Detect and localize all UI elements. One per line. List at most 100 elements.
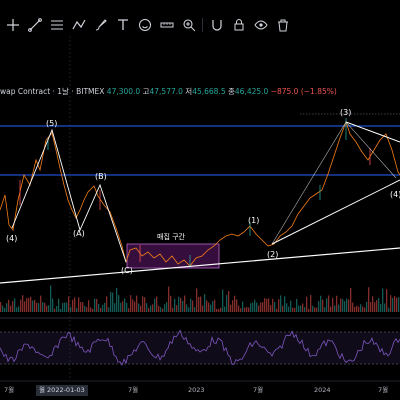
- volume-bar: [368, 287, 370, 312]
- cross-cursor-icon[interactable]: [2, 16, 24, 34]
- volume-bar: [296, 298, 298, 312]
- volume-bar: [86, 307, 88, 312]
- elliott-wave-left[interactable]: [11, 128, 127, 263]
- volume-bar: [264, 298, 266, 312]
- volume-bar: [312, 305, 314, 312]
- volume-bar: [258, 305, 260, 312]
- fib-tool-icon[interactable]: [46, 16, 68, 34]
- volume-bar: [82, 302, 84, 312]
- lock-icon[interactable]: [228, 16, 250, 34]
- volume-bar: [334, 305, 336, 312]
- wave-label-4-right: (4): [390, 190, 400, 199]
- volume-bar: [306, 296, 308, 312]
- volume-bar: [244, 307, 246, 312]
- zoom-icon[interactable]: [178, 16, 200, 34]
- volume-bar: [298, 305, 300, 312]
- volume-bar: [160, 307, 162, 312]
- volume-bar: [318, 301, 320, 312]
- volume-bar: [200, 296, 202, 312]
- volume-bar: [50, 285, 52, 312]
- text-tool-icon[interactable]: [112, 16, 134, 34]
- volume-bar: [208, 302, 210, 312]
- volume-histogram: [0, 285, 400, 312]
- volume-bar: [136, 295, 138, 312]
- volume-bar: [326, 298, 328, 312]
- volume-bar: [62, 302, 64, 312]
- symbol-legend[interactable]: wap Contract · 1날 · BITMEX 47,300.0 고47,…: [0, 86, 337, 98]
- volume-bar: [358, 306, 360, 312]
- emoji-icon[interactable]: [134, 16, 156, 34]
- volume-bar: [150, 305, 152, 312]
- volume-bar: [184, 295, 186, 312]
- volume-bar: [352, 302, 354, 312]
- volume-bar: [250, 303, 252, 312]
- accumulation-zone-label: 매집 구간: [157, 232, 186, 241]
- volume-bar: [18, 306, 20, 312]
- eye-icon[interactable]: [250, 16, 272, 34]
- volume-bar: [60, 308, 62, 312]
- volume-bar: [70, 306, 72, 312]
- volume-bar: [204, 294, 206, 312]
- symbol-title[interactable]: wap Contract · 1날 · BITMEX: [0, 87, 105, 96]
- top-strip: [0, 0, 400, 14]
- pattern-tool-icon[interactable]: [68, 16, 90, 34]
- volume-bar: [196, 288, 198, 312]
- trend-line-icon[interactable]: [24, 16, 46, 34]
- wave-label-2: (2): [267, 250, 278, 259]
- volume-bar: [194, 307, 196, 312]
- volume-bar: [4, 307, 6, 312]
- volume-bar: [336, 295, 338, 312]
- candles: [19, 118, 371, 268]
- volume-bar: [270, 305, 272, 312]
- magnet-icon[interactable]: [206, 16, 228, 34]
- wave-top-line[interactable]: [345, 121, 400, 143]
- ohlc-low-label: 저: [185, 87, 193, 96]
- volume-bar: [338, 304, 340, 312]
- volume-bar: [36, 302, 38, 312]
- wave-bottom-line[interactable]: [271, 179, 400, 245]
- volume-bar: [98, 303, 100, 312]
- volume-bar: [260, 302, 262, 312]
- volume-bar: [276, 308, 278, 312]
- volume-bar: [246, 306, 248, 312]
- ruler-icon[interactable]: [156, 16, 178, 34]
- volume-bar: [104, 302, 106, 312]
- volume-bar: [54, 308, 56, 312]
- brush-icon[interactable]: [90, 16, 112, 34]
- volume-bar: [154, 298, 156, 312]
- volume-bar: [0, 302, 2, 312]
- volume-bar: [114, 303, 116, 312]
- ohlc-high: 47,577.0: [149, 87, 183, 96]
- volume-bar: [380, 304, 382, 312]
- volume-bar: [94, 298, 96, 312]
- volume-bar: [24, 301, 26, 312]
- volume-bar: [38, 303, 40, 312]
- volume-bar: [12, 301, 14, 312]
- volume-bar: [72, 299, 74, 312]
- volume-bar: [310, 295, 312, 312]
- volume-bar: [348, 299, 350, 312]
- volume-bar: [392, 297, 394, 312]
- volume-bar: [342, 299, 344, 312]
- long-trendline[interactable]: [0, 247, 400, 284]
- volume-bar: [340, 298, 342, 312]
- volume-bar: [242, 301, 244, 312]
- volume-bar: [222, 289, 224, 312]
- volume-bar: [170, 295, 172, 312]
- elliott-wave-right[interactable]: [271, 121, 397, 245]
- volume-bar: [180, 297, 182, 312]
- ohlc-low: 45,668.5: [192, 87, 226, 96]
- volume-bar: [102, 304, 104, 312]
- volume-bar: [142, 296, 144, 312]
- volume-bar: [394, 296, 396, 312]
- volume-bar: [106, 296, 108, 312]
- accumulation-zone[interactable]: [126, 243, 220, 269]
- volume-bar: [274, 302, 276, 312]
- volume-bar: [382, 288, 384, 312]
- volume-bar: [216, 308, 218, 312]
- volume-bar: [272, 298, 274, 312]
- volume-bar: [78, 297, 80, 312]
- trash-icon[interactable]: [272, 16, 294, 34]
- volume-bar: [362, 306, 364, 312]
